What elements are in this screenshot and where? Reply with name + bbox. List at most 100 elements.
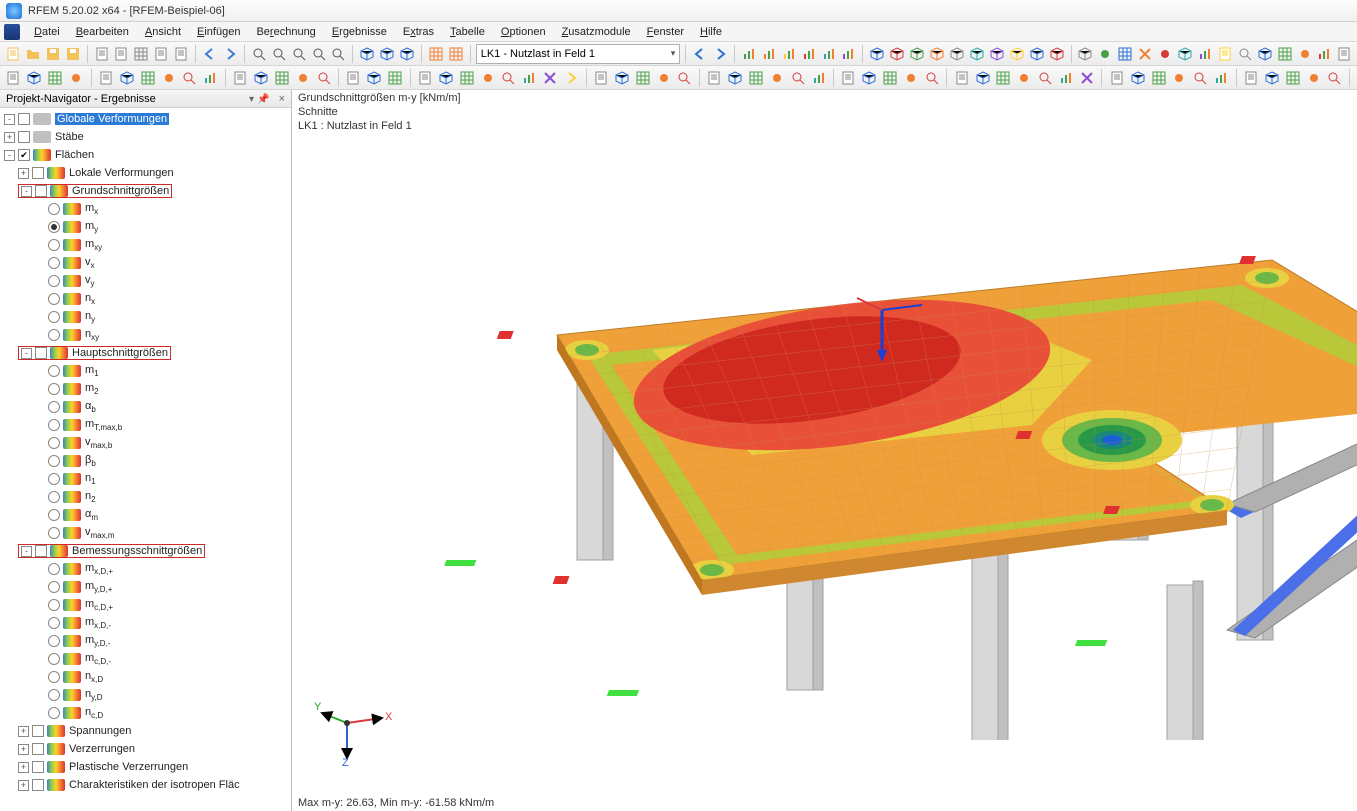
- tb-ext-11[interactable]: [1296, 44, 1314, 64]
- tb-view-2[interactable]: [398, 44, 416, 64]
- tree-item[interactable]: mT,max,b: [4, 416, 291, 434]
- tb2-5-0[interactable]: [591, 68, 610, 88]
- tb-redo[interactable]: [221, 44, 239, 64]
- tb-res-0[interactable]: [740, 44, 758, 64]
- tb-page-0[interactable]: [93, 44, 111, 64]
- tb-ext-3[interactable]: [1136, 44, 1154, 64]
- tb-ext-2[interactable]: [1116, 44, 1134, 64]
- menu-datei[interactable]: Datei: [26, 24, 68, 40]
- menu-tabelle[interactable]: Tabelle: [442, 24, 493, 40]
- tb2-5-4[interactable]: [675, 68, 694, 88]
- tb2-2-3[interactable]: [293, 68, 312, 88]
- tb2-1-0[interactable]: [96, 68, 115, 88]
- tree-item[interactable]: +Charakteristiken der isotropen Fläc: [4, 776, 291, 794]
- tree-item[interactable]: αb: [4, 398, 291, 416]
- tb-view-0[interactable]: [358, 44, 376, 64]
- tb-grid-0[interactable]: [427, 44, 445, 64]
- tb-grid-1[interactable]: [447, 44, 465, 64]
- tree-item[interactable]: +Verzerrungen: [4, 740, 291, 758]
- tb2-4-5[interactable]: [520, 68, 539, 88]
- tb2-1-2[interactable]: [138, 68, 157, 88]
- tree-item[interactable]: -✔Flächen: [4, 146, 291, 164]
- tb-ext-13[interactable]: [1335, 44, 1353, 64]
- tb2-1-3[interactable]: [159, 68, 178, 88]
- tb2-8-0[interactable]: [952, 68, 971, 88]
- tb2-10-3[interactable]: [1304, 68, 1323, 88]
- tb-find-3[interactable]: [310, 44, 328, 64]
- tree-item[interactable]: mx,D,+: [4, 560, 291, 578]
- menu-berechnung[interactable]: Berechnung: [248, 24, 323, 40]
- tree-item[interactable]: nc,D: [4, 704, 291, 722]
- tb2-6-5[interactable]: [809, 68, 828, 88]
- tb-ext-8[interactable]: [1236, 44, 1254, 64]
- tb2-2-0[interactable]: [231, 68, 250, 88]
- tb-mod-7[interactable]: [1008, 44, 1026, 64]
- tb-res-4[interactable]: [820, 44, 838, 64]
- tb-next[interactable]: [711, 44, 729, 64]
- tree-item[interactable]: my: [4, 218, 291, 236]
- tree-item[interactable]: my,D,+: [4, 578, 291, 596]
- pin-icon[interactable]: 📌: [257, 94, 269, 105]
- tree-item[interactable]: mxy: [4, 236, 291, 254]
- tree-item[interactable]: my,D,-: [4, 632, 291, 650]
- tree-item[interactable]: vmax,m: [4, 524, 291, 542]
- tb2-4-3[interactable]: [478, 68, 497, 88]
- tb-res-1[interactable]: [760, 44, 778, 64]
- tb2-7-4[interactable]: [922, 68, 941, 88]
- tb2-10-2[interactable]: [1283, 68, 1302, 88]
- tb2-2-4[interactable]: [314, 68, 333, 88]
- tb2-3-0[interactable]: [344, 68, 363, 88]
- tb-undo[interactable]: [201, 44, 219, 64]
- tree-item[interactable]: +Stäbe: [4, 128, 291, 146]
- tb-ext-4[interactable]: [1156, 44, 1174, 64]
- tree-item[interactable]: βb: [4, 452, 291, 470]
- tb-find-1[interactable]: [270, 44, 288, 64]
- tree-item[interactable]: vmax,b: [4, 434, 291, 452]
- tb2-7-0[interactable]: [839, 68, 858, 88]
- tb2-8-5[interactable]: [1057, 68, 1076, 88]
- tb-mod-8[interactable]: [1028, 44, 1046, 64]
- tb2-4-4[interactable]: [499, 68, 518, 88]
- menu-extras[interactable]: Extras: [395, 24, 442, 40]
- tb2-3-1[interactable]: [365, 68, 384, 88]
- tb-find-2[interactable]: [290, 44, 308, 64]
- tb-ext-10[interactable]: [1276, 44, 1294, 64]
- menu-zusatzmodule[interactable]: Zusatzmodule: [554, 24, 639, 40]
- tb2-0-0[interactable]: [4, 68, 23, 88]
- pin-icon[interactable]: ▾: [249, 94, 254, 105]
- menu-ergebnisse[interactable]: Ergebnisse: [324, 24, 395, 40]
- tb2-3-2[interactable]: [386, 68, 405, 88]
- loadcase-select[interactable]: LK1 - Nutzlast in Feld 1▾: [476, 44, 681, 64]
- tb2-1-4[interactable]: [180, 68, 199, 88]
- tb2-9-3[interactable]: [1170, 68, 1189, 88]
- tb2-0-3[interactable]: [67, 68, 86, 88]
- tb-mod-2[interactable]: [908, 44, 926, 64]
- tb2-5-3[interactable]: [654, 68, 673, 88]
- tb2-8-3[interactable]: [1015, 68, 1034, 88]
- tb-mod-9[interactable]: [1048, 44, 1066, 64]
- tb2-4-7[interactable]: [562, 68, 581, 88]
- tree-item[interactable]: -Bemessungsschnittgrößen: [4, 542, 291, 560]
- menu-optionen[interactable]: Optionen: [493, 24, 554, 40]
- tb-find-0[interactable]: [250, 44, 268, 64]
- tb2-10-4[interactable]: [1325, 68, 1344, 88]
- tree-item[interactable]: αm: [4, 506, 291, 524]
- tree-item[interactable]: nx: [4, 290, 291, 308]
- tree-item[interactable]: nxy: [4, 326, 291, 344]
- tb-prev[interactable]: [691, 44, 709, 64]
- tb2-7-3[interactable]: [902, 68, 921, 88]
- close-icon[interactable]: ×: [279, 93, 285, 105]
- tree-item[interactable]: +Plastische Verzerrungen: [4, 758, 291, 776]
- tb-ext-0[interactable]: [1076, 44, 1094, 64]
- tb2-10-0[interactable]: [1242, 68, 1261, 88]
- tb2-5-2[interactable]: [633, 68, 652, 88]
- tree-item[interactable]: n1: [4, 470, 291, 488]
- tb-ext-6[interactable]: [1196, 44, 1214, 64]
- tb2-6-4[interactable]: [788, 68, 807, 88]
- tb-file-2[interactable]: [44, 44, 62, 64]
- tb2-0-2[interactable]: [46, 68, 65, 88]
- tb-page-3[interactable]: [152, 44, 170, 64]
- tb-mod-6[interactable]: [988, 44, 1006, 64]
- tb2-4-0[interactable]: [416, 68, 435, 88]
- tree-item[interactable]: ny: [4, 308, 291, 326]
